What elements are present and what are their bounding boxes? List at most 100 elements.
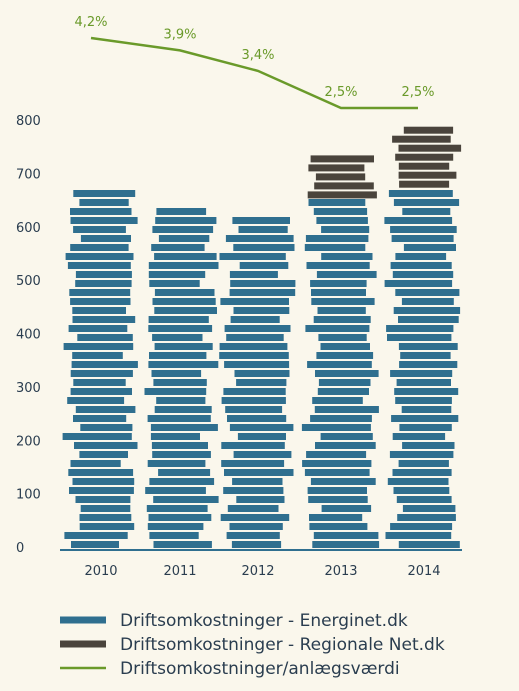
bar-2014-stripe <box>395 253 447 260</box>
bar-2012-stripe <box>226 532 280 539</box>
bar-2010-stripe <box>75 280 132 287</box>
bar-2014-stripe <box>390 262 452 269</box>
bar-2012-stripe <box>224 469 294 476</box>
bar-2011-stripe <box>152 298 216 305</box>
bar-2011-stripe <box>147 523 204 530</box>
bar-2011-stripe <box>150 424 218 431</box>
bar-2014-stripe <box>390 523 453 530</box>
bar-2010-stripe <box>75 496 131 503</box>
bar-2014-stripe <box>402 505 456 512</box>
bar-2014-stripe <box>391 415 459 422</box>
bar-2010-stripe <box>67 262 131 269</box>
bar-2011-stripe <box>149 352 207 359</box>
bar-2010-stripe <box>70 217 138 224</box>
bar-2013-stripe <box>309 514 363 521</box>
bar-2013-stripe <box>321 505 372 512</box>
y-tick-label: 500 <box>16 274 41 289</box>
bar-2014-stripe <box>393 199 460 206</box>
bar-2010-stripe <box>70 298 131 305</box>
bar-2012-stripe <box>225 235 294 242</box>
bar-2012-stripe <box>223 388 286 395</box>
bar-2014-stripe <box>392 433 446 440</box>
y-tick-label: 800 <box>16 114 41 129</box>
ratio-label-2012: 3,4% <box>241 48 274 63</box>
bar-2014-stripe <box>399 424 452 431</box>
bar-2014-stripe <box>402 208 451 215</box>
bar-2014-stripe <box>395 153 454 161</box>
bar-2012-stripe <box>238 226 288 233</box>
bar-2010-stripe <box>74 442 138 449</box>
bar-2014-stripe <box>392 271 454 278</box>
bar-2010-stripe <box>70 388 132 395</box>
bar-2010-stripe <box>80 235 131 242</box>
bar-2010-stripe <box>75 406 136 413</box>
bar-2012-stripe <box>221 442 285 449</box>
bar-2013-stripe <box>317 307 366 314</box>
bar-2012-stripe <box>232 478 283 485</box>
bar-2012-stripe <box>229 271 278 278</box>
bar-2010-stripe <box>73 226 126 233</box>
bar-2010-stripe <box>71 541 119 548</box>
bar-2010-stripe <box>70 370 133 377</box>
bar-2011-stripe <box>158 235 210 242</box>
bar-2014-stripe <box>398 541 460 548</box>
bar-2010-stripe <box>73 379 126 386</box>
bar-2013-stripe <box>321 253 373 260</box>
bar-2010-stripe <box>67 397 125 404</box>
bar-2011-stripe <box>148 316 209 323</box>
bar-2012-stripe <box>230 316 280 323</box>
bar-2014-stripe <box>400 352 451 359</box>
bar-2013-stripe <box>313 208 368 215</box>
bar-2011-stripe <box>145 487 206 494</box>
bar-2014-stripe <box>403 244 456 251</box>
bar-2012-stripe <box>230 280 296 287</box>
bar-2014-stripe <box>384 280 453 287</box>
bar-2013-stripe <box>302 460 372 467</box>
bar-2014-stripe <box>393 307 461 314</box>
ratio-label-2014: 2,5% <box>401 85 434 100</box>
bar-2012-stripe <box>229 424 294 431</box>
bar-2011-stripe <box>151 442 208 449</box>
bar-2011-stripe <box>151 370 202 377</box>
bar-2013-stripe <box>308 199 366 206</box>
bar-2011-stripe <box>149 478 215 485</box>
bar-2012-stripe <box>233 451 292 458</box>
bar-2011-stripe <box>153 379 207 386</box>
bar-2012-stripe <box>232 217 290 224</box>
bar-2013-stripe <box>312 541 380 548</box>
bar-2013-stripe <box>315 442 376 449</box>
bar-2010-stripe <box>79 199 129 206</box>
ratio-label-2013: 2,5% <box>324 85 357 100</box>
bar-2010-stripe <box>70 460 121 467</box>
bar-2010-stripe <box>65 253 134 260</box>
bar-2014-stripe <box>394 388 459 395</box>
bar-2013-stripe <box>312 397 363 404</box>
bar-2011-stripe <box>154 406 212 413</box>
y-tick-label: 400 <box>16 328 41 343</box>
bar-2014-stripe <box>403 126 454 134</box>
bar-2010-stripe <box>62 433 132 440</box>
bar-2011-stripe <box>154 307 217 314</box>
bar-2014-stripe <box>398 171 457 179</box>
bar-2014-stripe <box>398 460 449 467</box>
bar-2014-stripe <box>398 343 458 350</box>
bar-2011-stripe <box>153 496 219 503</box>
bar-2014-stripe <box>387 334 452 341</box>
bar-2010-stripe <box>70 208 132 215</box>
bar-2012-stripe <box>226 334 284 341</box>
bar-2012-stripe <box>233 244 295 251</box>
bar-2014-stripe <box>386 325 454 332</box>
legend-label-2: Driftsomkostninger - Regionale Net.dk <box>120 635 445 655</box>
bar-2013-stripe <box>306 451 367 458</box>
bar-2014-stripe <box>396 496 452 503</box>
bar-2013-stripe <box>309 523 368 530</box>
bar-2011-stripe <box>149 532 199 539</box>
bar-2014-stripe <box>399 180 450 188</box>
bar-2013-stripe <box>313 316 371 323</box>
bar-2011-stripe <box>148 325 213 332</box>
legend-label-3: Driftsomkostninger/anlægsværdi <box>120 659 400 679</box>
bar-2014-stripe <box>392 135 451 143</box>
x-tick-label-2010: 2010 <box>84 564 117 579</box>
